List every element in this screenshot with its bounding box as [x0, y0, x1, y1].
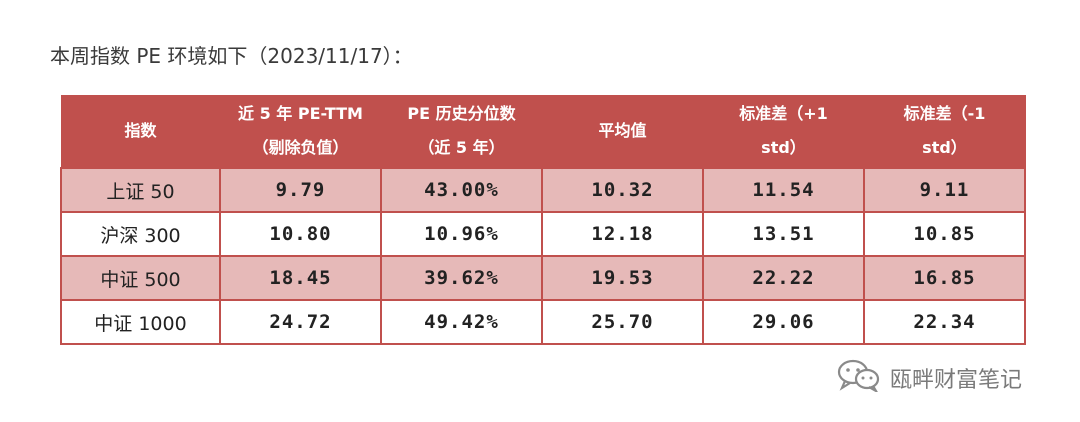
- index-name-cell: 中证 500: [60, 255, 221, 301]
- pe-ttm-cell: 9.79: [219, 167, 382, 213]
- average-cell: 12.18: [541, 211, 704, 257]
- pe-table: 指数 近 5 年 PE-TTM （剔除负值） PE 历史分位数 （近 5 年） …: [60, 95, 1026, 345]
- header-index: 指数: [60, 95, 221, 168]
- percentile-cell: 10.96%: [380, 211, 543, 257]
- pe-ttm-cell: 18.45: [219, 255, 382, 301]
- std-minus-cell: 9.11: [863, 167, 1026, 213]
- header-line-1: 平均值: [598, 121, 647, 140]
- std-plus-cell: 11.54: [702, 167, 865, 213]
- header-pe-ttm: 近 5 年 PE-TTM （剔除负值）: [219, 95, 382, 168]
- pe-ttm-cell: 24.72: [219, 299, 382, 345]
- header-line-1: 近 5 年 PE-TTM: [238, 104, 363, 123]
- average-cell: 19.53: [541, 255, 704, 301]
- pe-ttm-cell: 10.80: [219, 211, 382, 257]
- header-percentile: PE 历史分位数 （近 5 年）: [380, 95, 543, 168]
- std-minus-cell: 16.85: [863, 255, 1026, 301]
- std-plus-cell: 29.06: [702, 299, 865, 345]
- table-row: 上证 50 9.79 43.00% 10.32 11.54 9.11: [60, 167, 1026, 213]
- percentile-cell: 39.62%: [380, 255, 543, 301]
- header-std-plus: 标准差（+1 std）: [702, 95, 865, 168]
- std-plus-cell: 13.51: [702, 211, 865, 257]
- index-name-cell: 上证 50: [60, 167, 221, 213]
- percentile-cell: 49.42%: [380, 299, 543, 345]
- table-row: 沪深 300 10.80 10.96% 12.18 13.51 10.85: [60, 211, 1026, 257]
- header-line-1: PE 历史分位数: [407, 104, 516, 123]
- header-line-1: 指数: [124, 121, 157, 140]
- std-plus-cell: 22.22: [702, 255, 865, 301]
- header-line-2: std）: [761, 138, 806, 157]
- page-heading: 本周指数 PE 环境如下（2023/11/17）：: [50, 44, 413, 68]
- index-name-cell: 沪深 300: [60, 211, 221, 257]
- header-line-2: std）: [922, 138, 967, 157]
- std-minus-cell: 10.85: [863, 211, 1026, 257]
- table-row: 中证 500 18.45 39.62% 19.53 22.22 16.85: [60, 255, 1026, 301]
- watermark: 瓯畔财富笔记: [836, 358, 1022, 398]
- index-name-cell: 中证 1000: [60, 299, 221, 345]
- header-average: 平均值: [541, 95, 704, 168]
- average-cell: 25.70: [541, 299, 704, 345]
- header-line-1: 标准差（-1: [903, 104, 986, 123]
- header-line-1: 标准差（+1: [739, 104, 828, 123]
- header-std-minus: 标准差（-1 std）: [863, 95, 1026, 168]
- percentile-cell: 43.00%: [380, 167, 543, 213]
- watermark-text: 瓯畔财富笔记: [890, 368, 1023, 393]
- wechat-icon: [836, 358, 882, 398]
- average-cell: 10.32: [541, 167, 704, 213]
- header-line-2: （近 5 年）: [418, 138, 505, 157]
- header-line-2: （剔除负值）: [252, 138, 349, 157]
- table-row: 中证 1000 24.72 49.42% 25.70 29.06 22.34: [60, 299, 1026, 345]
- std-minus-cell: 22.34: [863, 299, 1026, 345]
- table-header-row: 指数 近 5 年 PE-TTM （剔除负值） PE 历史分位数 （近 5 年） …: [60, 95, 1026, 168]
